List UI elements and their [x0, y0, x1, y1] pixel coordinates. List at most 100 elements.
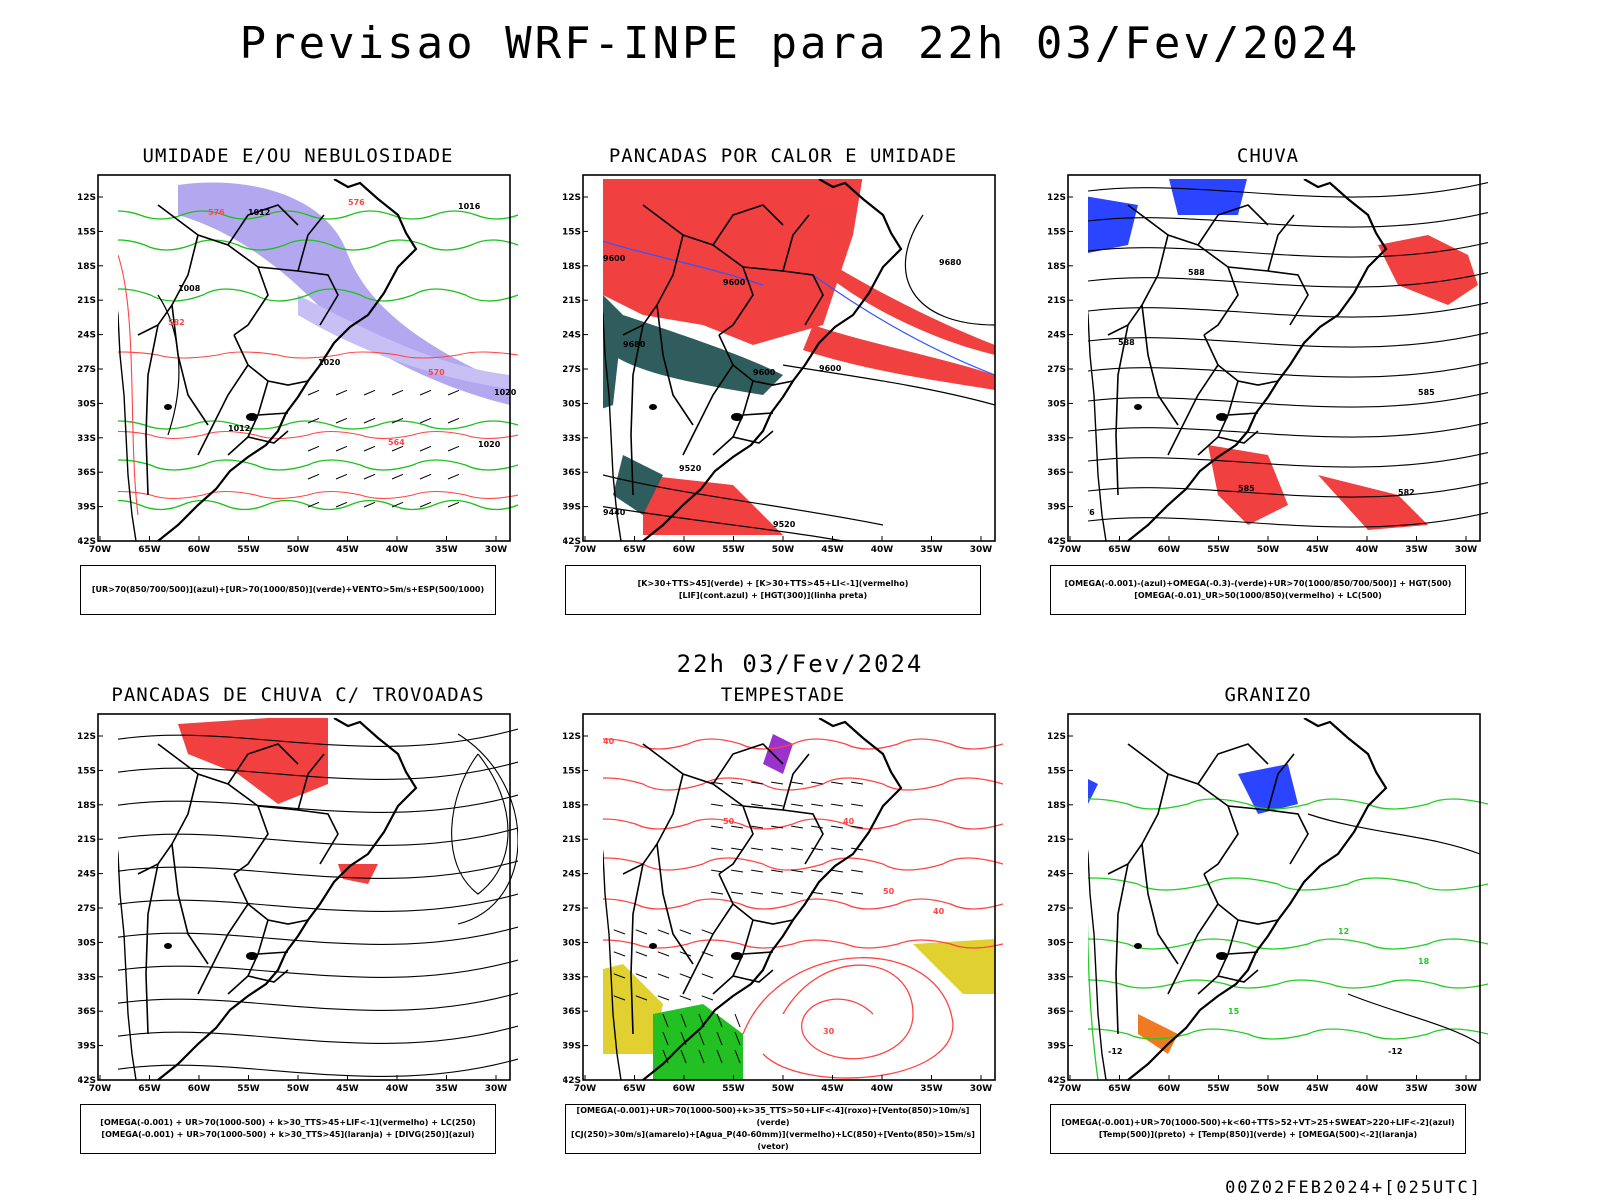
wind-arrow: [613, 951, 626, 957]
country-border: [1197, 204, 1269, 246]
lon-tick-label: 40W: [386, 545, 409, 555]
streamline: [1088, 361, 1488, 378]
wind-arrow: [711, 781, 724, 785]
lon-tick-label: 45W: [1306, 545, 1329, 555]
lat-tick-label: 21S: [78, 835, 96, 845]
lon-tick-label: 70W: [574, 545, 597, 555]
coastline: [1127, 718, 1388, 1081]
lon-tick-label: 55W: [722, 545, 745, 555]
country-border: [297, 753, 325, 811]
lon-tick-label: 60W: [1158, 1084, 1181, 1094]
wind-arrow: [679, 929, 692, 935]
country-border: [782, 214, 810, 272]
west-coastline: [118, 310, 137, 542]
country-border: [622, 773, 684, 875]
contour-label: 9600: [819, 364, 842, 373]
wind-arrow: [391, 389, 404, 396]
lon-tick-label: 70W: [1059, 1084, 1082, 1094]
wind-arrow: [662, 1049, 669, 1064]
streamline: [1088, 481, 1488, 498]
panel-chuva: CHUVA 588 588 585 582 585 576 70W 65W 60W 55W 50W 4…: [1048, 145, 1488, 645]
legend-line-2: [CJ(250)>30m/s](amarelo)+[Agua_P(40-60mm…: [571, 1130, 975, 1151]
country-border: [1167, 903, 1219, 995]
wind-arrow: [391, 501, 404, 508]
panel-title: TEMPESTADE: [720, 684, 846, 706]
contour-line: [782, 964, 914, 1060]
wind-arrow: [419, 501, 432, 508]
panel-title: PANCADAS POR CALOR E UMIDADE: [608, 145, 958, 167]
lon-tick-label: 60W: [673, 545, 696, 555]
contour-line: [603, 738, 1003, 750]
jet-yellow-area: [603, 964, 663, 1054]
wind-arrow: [711, 869, 724, 873]
map-frame: [1067, 174, 1481, 542]
panel-legend: [OMEGA(-0.001)-(azul)+OMEGA(-0.3)-(verde…: [1050, 565, 1466, 615]
wind-arrow: [701, 995, 714, 1001]
lon-tick-label: 50W: [772, 545, 795, 555]
coastline: [157, 179, 418, 542]
wind-arrow: [657, 995, 670, 1001]
wind-arrow: [391, 473, 404, 480]
panel-pancadas-calor-umidade: PANCADAS POR CALOR E UMIDADE 9680 9600 960…: [563, 145, 1003, 645]
lagoon-shape: [1134, 404, 1142, 410]
map-content: 40 50 40 50 40 30 70W 65W 60W 55W 50W 45W 40W 35W 30W 1…: [563, 713, 1003, 1094]
contour-line: [118, 420, 518, 430]
wind-arrow: [831, 847, 844, 851]
contour-label: 1020: [478, 440, 501, 449]
wind-arrow: [811, 869, 824, 873]
lon-tick-label: 65W: [623, 545, 646, 555]
country-border: [732, 430, 774, 444]
country-border: [682, 364, 734, 456]
map-content: 1012 1016 1008 1012 1020 1020 1020 582 576 570 564…: [78, 174, 518, 555]
contour-line: [603, 506, 844, 542]
lat-tick-label: 21S: [1048, 296, 1066, 306]
wind-arrow: [363, 417, 376, 424]
country-border: [712, 919, 754, 995]
wind-arrow: [447, 501, 460, 508]
country-border: [1227, 805, 1309, 865]
wind-arrow: [711, 825, 724, 829]
contour-label: 564: [388, 438, 405, 447]
wind-arrow: [771, 825, 784, 829]
contour-line: [603, 474, 884, 526]
convection-red-area: [603, 179, 863, 345]
wind-arrow: [701, 929, 714, 935]
wind-arrow: [831, 869, 844, 873]
contour-label: 9680: [939, 258, 962, 267]
wind-arrow: [851, 847, 864, 851]
country-border: [257, 805, 339, 865]
wind-arrow: [679, 973, 692, 979]
lagoon-shape: [164, 404, 172, 410]
country-border: [782, 753, 810, 811]
country-border: [712, 380, 754, 456]
main-title: Previsao WRF-INPE para 22h 03/Fev/2024: [239, 18, 1361, 69]
wind-arrow: [731, 869, 744, 873]
panel-title: GRANIZO: [1224, 684, 1312, 706]
lat-tick-label: 15S: [563, 766, 581, 776]
wind-arrow: [662, 1013, 669, 1028]
contour-label: 40: [933, 907, 945, 916]
map-plot: 40 50 40 50 40 30 70W 65W 60W 55W 50W 45W 40W 35W 30W 1…: [563, 713, 1003, 1094]
wind-arrow: [791, 825, 804, 829]
contour-label: 576: [208, 208, 225, 217]
lat-tick-label: 42S: [1048, 1076, 1066, 1086]
lat-tick-label: 30S: [563, 938, 581, 948]
country-border: [742, 266, 824, 326]
contour-line: [118, 499, 518, 511]
contour-line: [118, 490, 518, 500]
coastline: [157, 718, 418, 1081]
contour-line: [118, 351, 518, 359]
lat-tick-label: 33S: [78, 973, 96, 983]
contour-label: 1012: [228, 424, 250, 433]
lat-tick-label: 36S: [1048, 468, 1066, 478]
map-layers: 1012 1016 1008 1012 1020 1020 1020 582 576 570 564…: [118, 179, 518, 542]
wind-arrow: [447, 417, 460, 424]
wind-arrow: [679, 951, 692, 957]
wind-arrow: [831, 803, 844, 807]
lat-tick-label: 39S: [78, 503, 96, 513]
lat-tick-label: 12S: [1048, 193, 1066, 203]
country-border: [233, 873, 309, 925]
streamline: [1088, 331, 1488, 348]
lon-tick-label: 65W: [1108, 545, 1131, 555]
lagoon-shape: [649, 404, 657, 410]
